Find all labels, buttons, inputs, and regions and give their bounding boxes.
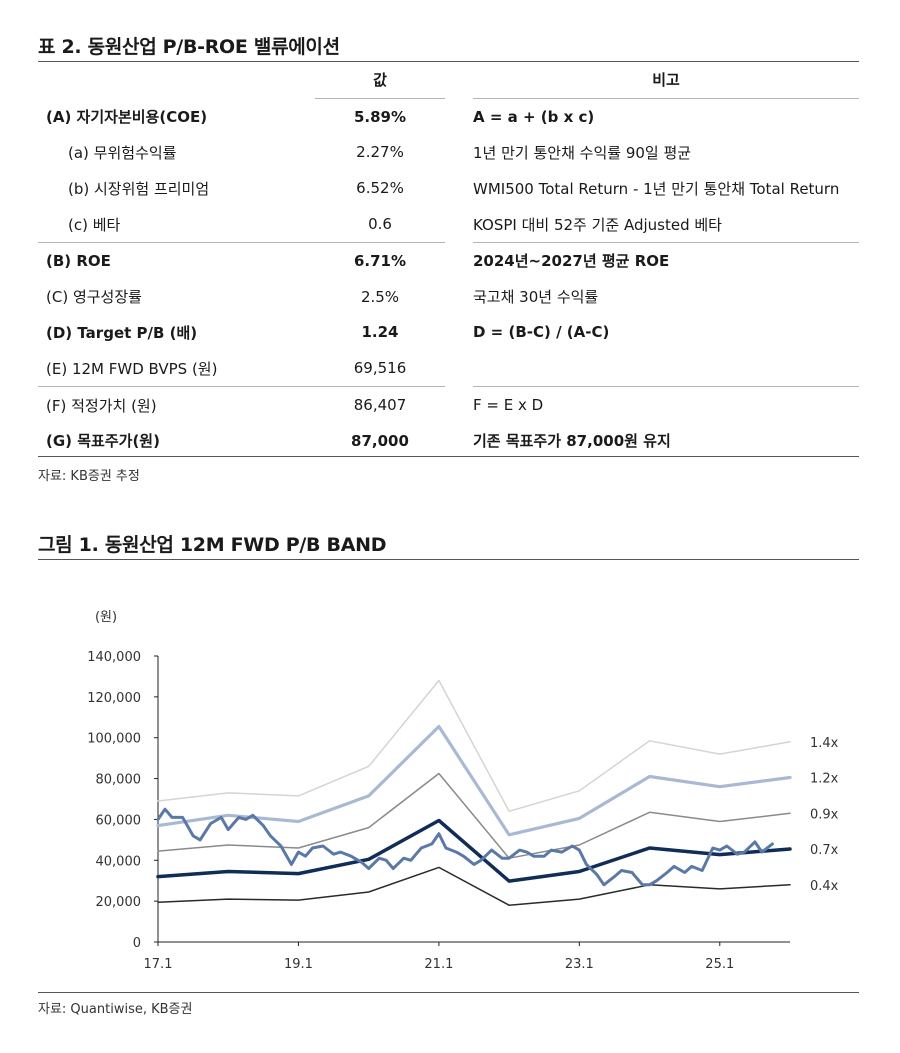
band-line-0-4x <box>157 866 791 906</box>
price-line <box>156 807 774 887</box>
header-value: 값 <box>315 62 445 99</box>
row-value: 86,407 <box>315 386 445 423</box>
band-line-1-4x <box>157 679 791 813</box>
table-row: (c) 베타 0.6 KOSPI 대비 52주 기준 Adjusted 베타 <box>38 206 859 242</box>
row-value: 2.27% <box>356 143 404 162</box>
row-note: 국고채 30년 수익률 <box>473 288 599 307</box>
figure-source: 자료: Quantiwise, KB증권 <box>38 1002 193 1017</box>
table-row: (D) Target P/B (배) 1.24 D = (B-C) / (A-C… <box>38 315 859 351</box>
table-row: (a) 무위험수익률 2.27% 1년 만기 통안채 수익률 90일 평균 <box>38 135 859 171</box>
row-label: (E) 12M FWD BVPS (원) <box>46 359 218 378</box>
row-note: D = (B-C) / (A-C) <box>473 323 610 342</box>
table-source: 자료: KB증권 추정 <box>38 469 140 484</box>
table-row: (F) 적정가치 (원) 86,407 F = E x D <box>38 386 859 423</box>
row-value: 69,516 <box>353 359 407 378</box>
row-value: 0.6 <box>368 215 392 234</box>
table-title: 표 2. 동원산업 P/B-ROE 밸류에이션 <box>38 36 340 58</box>
band-label-1-4x: 1.4x <box>810 736 839 751</box>
row-note: A = a + (b x c) <box>473 107 595 126</box>
figure-top-rule <box>38 559 859 560</box>
y-tick-label: 140,000 <box>87 650 141 665</box>
y-tick-label: 0 <box>133 936 141 951</box>
table-row: (b) 시장위험 프리미엄 6.52% WMI500 Total Return … <box>38 170 859 206</box>
table-row: (B) ROE 6.71% 2024년~2027년 평균 ROE <box>38 241 859 279</box>
row-label: (D) Target P/B (배) <box>46 323 198 342</box>
row-label: (A) 자기자본비용(COE) <box>46 107 208 126</box>
figure-title: 그림 1. 동원산업 12M FWD P/B BAND <box>38 534 387 556</box>
row-label: (C) 영구성장률 <box>46 288 142 307</box>
row-note: KOSPI 대비 52주 기준 Adjusted 베타 <box>473 215 722 234</box>
row-label: (b) 시장위험 프리미엄 <box>68 179 210 198</box>
band-label-0-4x: 0.4x <box>810 879 839 894</box>
band-line-0-9x <box>157 772 791 859</box>
y-tick-label: 40,000 <box>96 854 142 869</box>
table-row: (E) 12M FWD BVPS (원) 69,516 <box>38 350 859 386</box>
x-tick-label: 19.1 <box>284 957 313 972</box>
table-row: (A) 자기자본비용(COE) 5.89% A = a + (b x c) <box>38 98 859 134</box>
row-note: 기존 목표주가 87,000원 유지 <box>473 432 671 451</box>
row-value: 87,000 <box>351 431 409 450</box>
table-bottom-rule <box>38 456 859 457</box>
row-label: (B) ROE <box>38 241 315 279</box>
row-note: WMI500 Total Return - 1년 만기 통안채 Total Re… <box>473 179 840 198</box>
y-tick-label: 60,000 <box>96 813 142 828</box>
band-label-0-9x: 0.9x <box>810 807 839 822</box>
row-value: 1.24 <box>361 323 399 342</box>
y-axis-label: (원) <box>95 610 117 625</box>
y-tick-label: 100,000 <box>87 732 141 747</box>
table-top-rule <box>38 61 859 62</box>
row-value: 5.89% <box>353 107 407 126</box>
row-value: 2.5% <box>360 287 400 306</box>
x-tick-label: 25.1 <box>705 957 734 972</box>
y-tick-label: 80,000 <box>96 773 142 788</box>
band-label-1-2x: 1.2x <box>810 772 839 787</box>
row-value: 6.52% <box>356 179 404 198</box>
figure-bottom-rule <box>38 992 859 993</box>
row-note: 1년 만기 통안채 수익률 90일 평균 <box>473 143 692 162</box>
row-note: 2024년~2027년 평균 ROE <box>473 241 859 279</box>
valuation-table: 값 비고 (A) 자기자본비용(COE) 5.89% A = a + (b x … <box>38 62 859 459</box>
band-label-0-7x: 0.7x <box>810 843 839 858</box>
x-tick-label: 21.1 <box>424 957 453 972</box>
table-row: (G) 목표주가(원) 87,000 기존 목표주가 87,000원 유지 <box>38 423 859 459</box>
band-line-1-2x <box>156 724 792 837</box>
table-row: (C) 영구성장률 2.5% 국고채 30년 수익률 <box>38 279 859 315</box>
row-value: 6.71% <box>315 241 445 279</box>
y-tick-label: 120,000 <box>87 691 141 706</box>
row-label: (c) 베타 <box>68 215 121 234</box>
x-tick-label: 23.1 <box>565 957 594 972</box>
row-label: (F) 적정가치 (원) <box>38 386 315 423</box>
band-line-0-7x <box>156 818 792 883</box>
row-note: F = E x D <box>473 386 859 423</box>
row-label: (G) 목표주가(원) <box>46 432 160 451</box>
header-note: 비고 <box>473 62 859 99</box>
table-header-row: 값 비고 <box>38 62 859 99</box>
row-label: (a) 무위험수익률 <box>68 143 177 162</box>
x-tick-label: 17.1 <box>144 957 173 972</box>
y-tick-label: 20,000 <box>96 895 142 910</box>
